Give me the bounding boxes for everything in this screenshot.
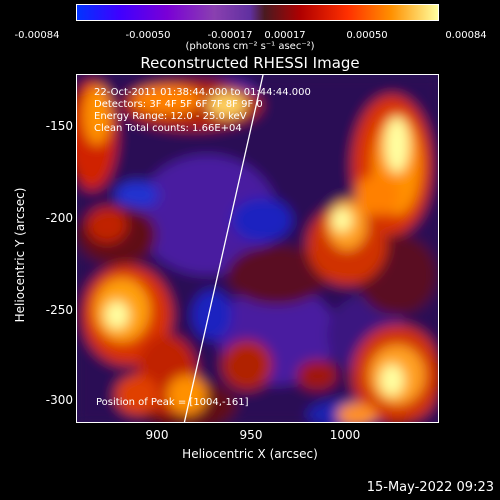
image-map <box>77 75 438 422</box>
rhessi-image <box>76 74 439 423</box>
y-tick-label: -150 <box>45 119 73 133</box>
x-tick-label: 900 <box>145 428 169 442</box>
info-clean-counts: Clean Total counts: 1.66E+04 <box>94 123 242 134</box>
info-time-range: 22-Oct-2011 01:38:44.000 to 01:44:44.000 <box>94 87 311 98</box>
colorbar <box>76 4 439 21</box>
x-axis-label: Heliocentric X (arcsec) <box>182 447 318 461</box>
y-axis-label: Heliocentric Y (arcsec) <box>13 187 27 323</box>
info-energy-range: Energy Range: 12.0 - 25.0 keV <box>94 111 247 122</box>
colorbar-tick: 0.00017 <box>264 30 306 41</box>
colorbar-tick: -0.00017 <box>207 30 253 41</box>
x-tick-label: 950 <box>239 428 263 442</box>
info-detectors: Detectors: 3F 4F 5F 6F 7F 8F 9F 0 <box>94 99 263 110</box>
y-tick-label: -300 <box>45 393 73 407</box>
colorbar-gradient <box>77 5 438 20</box>
solar-limb-line <box>183 75 264 422</box>
colorbar-tick: -0.00084 <box>14 30 60 41</box>
info-block: 22-Oct-2011 01:38:44.000 to 01:44:44.000… <box>94 87 311 135</box>
image-title: Reconstructed RHESSI Image <box>140 54 360 72</box>
info-peak-position: Position of Peak = [1004,-161] <box>96 397 249 408</box>
colorbar-tick: -0.00050 <box>125 30 171 41</box>
colorbar-tick: 0.00084 <box>445 30 487 41</box>
render-timestamp: 15-May-2022 09:23 <box>366 480 494 495</box>
colorbar-units: (photons cm⁻² s⁻¹ asec⁻²) <box>185 41 315 52</box>
x-tick-label: 1000 <box>329 428 361 442</box>
colorbar-tick: 0.00050 <box>346 30 388 41</box>
y-tick-label: -250 <box>45 303 73 317</box>
y-tick-label: -200 <box>45 211 73 225</box>
